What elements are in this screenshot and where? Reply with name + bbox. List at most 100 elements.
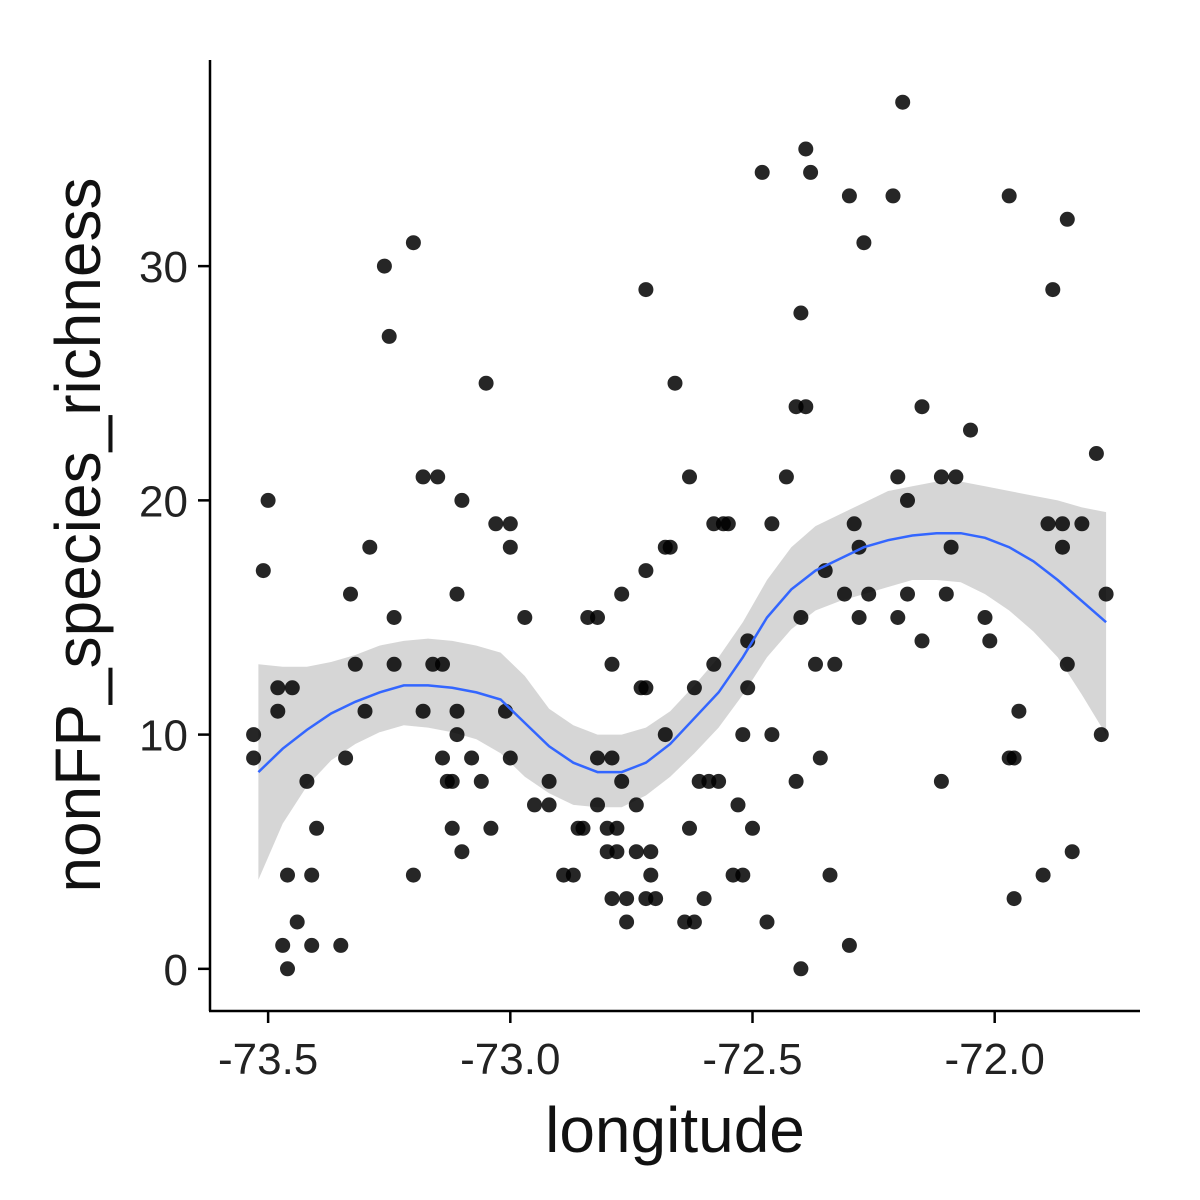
data-point (449, 727, 465, 743)
data-point (1035, 867, 1051, 883)
data-point (304, 937, 320, 953)
data-point (822, 867, 838, 883)
data-point (963, 422, 978, 438)
data-point (619, 891, 635, 907)
y-tick-label: 0 (164, 946, 188, 995)
data-point (478, 375, 494, 391)
data-point (473, 773, 489, 789)
data-point (682, 469, 697, 485)
data-point (793, 961, 809, 977)
data-point (614, 773, 630, 789)
data-point (628, 844, 644, 860)
data-point (648, 891, 664, 907)
confidence-band (258, 481, 1107, 880)
data-point (711, 773, 727, 789)
data-point (803, 164, 819, 180)
data-point (900, 586, 915, 602)
data-point (590, 797, 605, 813)
x-axis-title: longitude (545, 1094, 805, 1166)
data-point (1059, 656, 1075, 672)
data-point (1011, 703, 1027, 719)
data-point (362, 539, 378, 555)
data-point (808, 656, 823, 672)
data-point (502, 516, 518, 532)
data-point (730, 797, 746, 813)
data-point (696, 891, 712, 907)
data-point (565, 867, 581, 883)
data-point (1006, 750, 1022, 766)
data-point (977, 610, 993, 625)
data-point (609, 820, 625, 836)
data-point (343, 586, 358, 602)
data-point (1040, 516, 1056, 532)
data-point (841, 937, 857, 953)
x-tick-label: -73.5 (218, 1035, 318, 1084)
y-axis-title: nonFP_species_richness (42, 177, 114, 892)
data-point (943, 539, 959, 555)
data-point (386, 610, 402, 625)
data-point (604, 656, 620, 672)
data-point (609, 844, 625, 860)
data-point (706, 656, 722, 672)
x-tick-label: -72.5 (702, 1035, 802, 1084)
data-point (309, 820, 325, 836)
data-point (638, 563, 654, 579)
data-point (541, 797, 557, 813)
x-tick-label: -73.0 (460, 1035, 560, 1084)
smooth-line-layer (257, 531, 1107, 774)
data-point (270, 680, 286, 696)
data-point (386, 656, 402, 672)
data-point (900, 492, 915, 508)
data-point (502, 539, 518, 555)
data-point (856, 235, 872, 251)
data-point (793, 305, 809, 321)
data-point (246, 727, 262, 743)
data-point (1098, 586, 1114, 602)
smooth-line (257, 531, 1107, 774)
data-point (1074, 516, 1090, 532)
data-point (837, 586, 852, 602)
data-point (614, 586, 630, 602)
data-point (764, 516, 780, 532)
data-point (1055, 516, 1070, 532)
data-point (415, 469, 431, 485)
data-point (338, 750, 354, 766)
data-point (1006, 891, 1022, 907)
data-point (488, 516, 504, 532)
data-point (890, 610, 906, 625)
data-point (246, 750, 262, 766)
data-point (1055, 539, 1070, 555)
data-point (435, 656, 450, 672)
data-point (851, 610, 867, 625)
data-point (638, 282, 654, 298)
data-point (604, 891, 620, 907)
data-point (667, 375, 683, 391)
data-point (376, 258, 392, 274)
data-point (914, 633, 930, 649)
data-point (435, 750, 450, 766)
data-point (430, 469, 446, 485)
data-point (890, 469, 906, 485)
data-point (575, 820, 591, 836)
data-point (885, 188, 901, 204)
data-point (1001, 188, 1017, 204)
ticks: -73.5 -73.0 -72.5 -72.0 0 10 20 30 (139, 243, 1045, 1084)
data-point (798, 141, 814, 157)
data-point (735, 867, 751, 883)
y-tick-label: 10 (139, 712, 188, 761)
data-point (590, 750, 605, 766)
data-point (1064, 844, 1080, 860)
data-point (846, 516, 862, 532)
y-tick-label: 30 (139, 243, 188, 292)
data-point (270, 703, 286, 719)
data-point (255, 563, 271, 579)
data-point (759, 914, 775, 930)
data-point (686, 914, 702, 930)
data-point (275, 937, 291, 953)
data-point (933, 773, 949, 789)
data-point (914, 399, 930, 415)
data-point (827, 656, 843, 672)
data-point (657, 727, 673, 743)
data-point (686, 680, 702, 696)
